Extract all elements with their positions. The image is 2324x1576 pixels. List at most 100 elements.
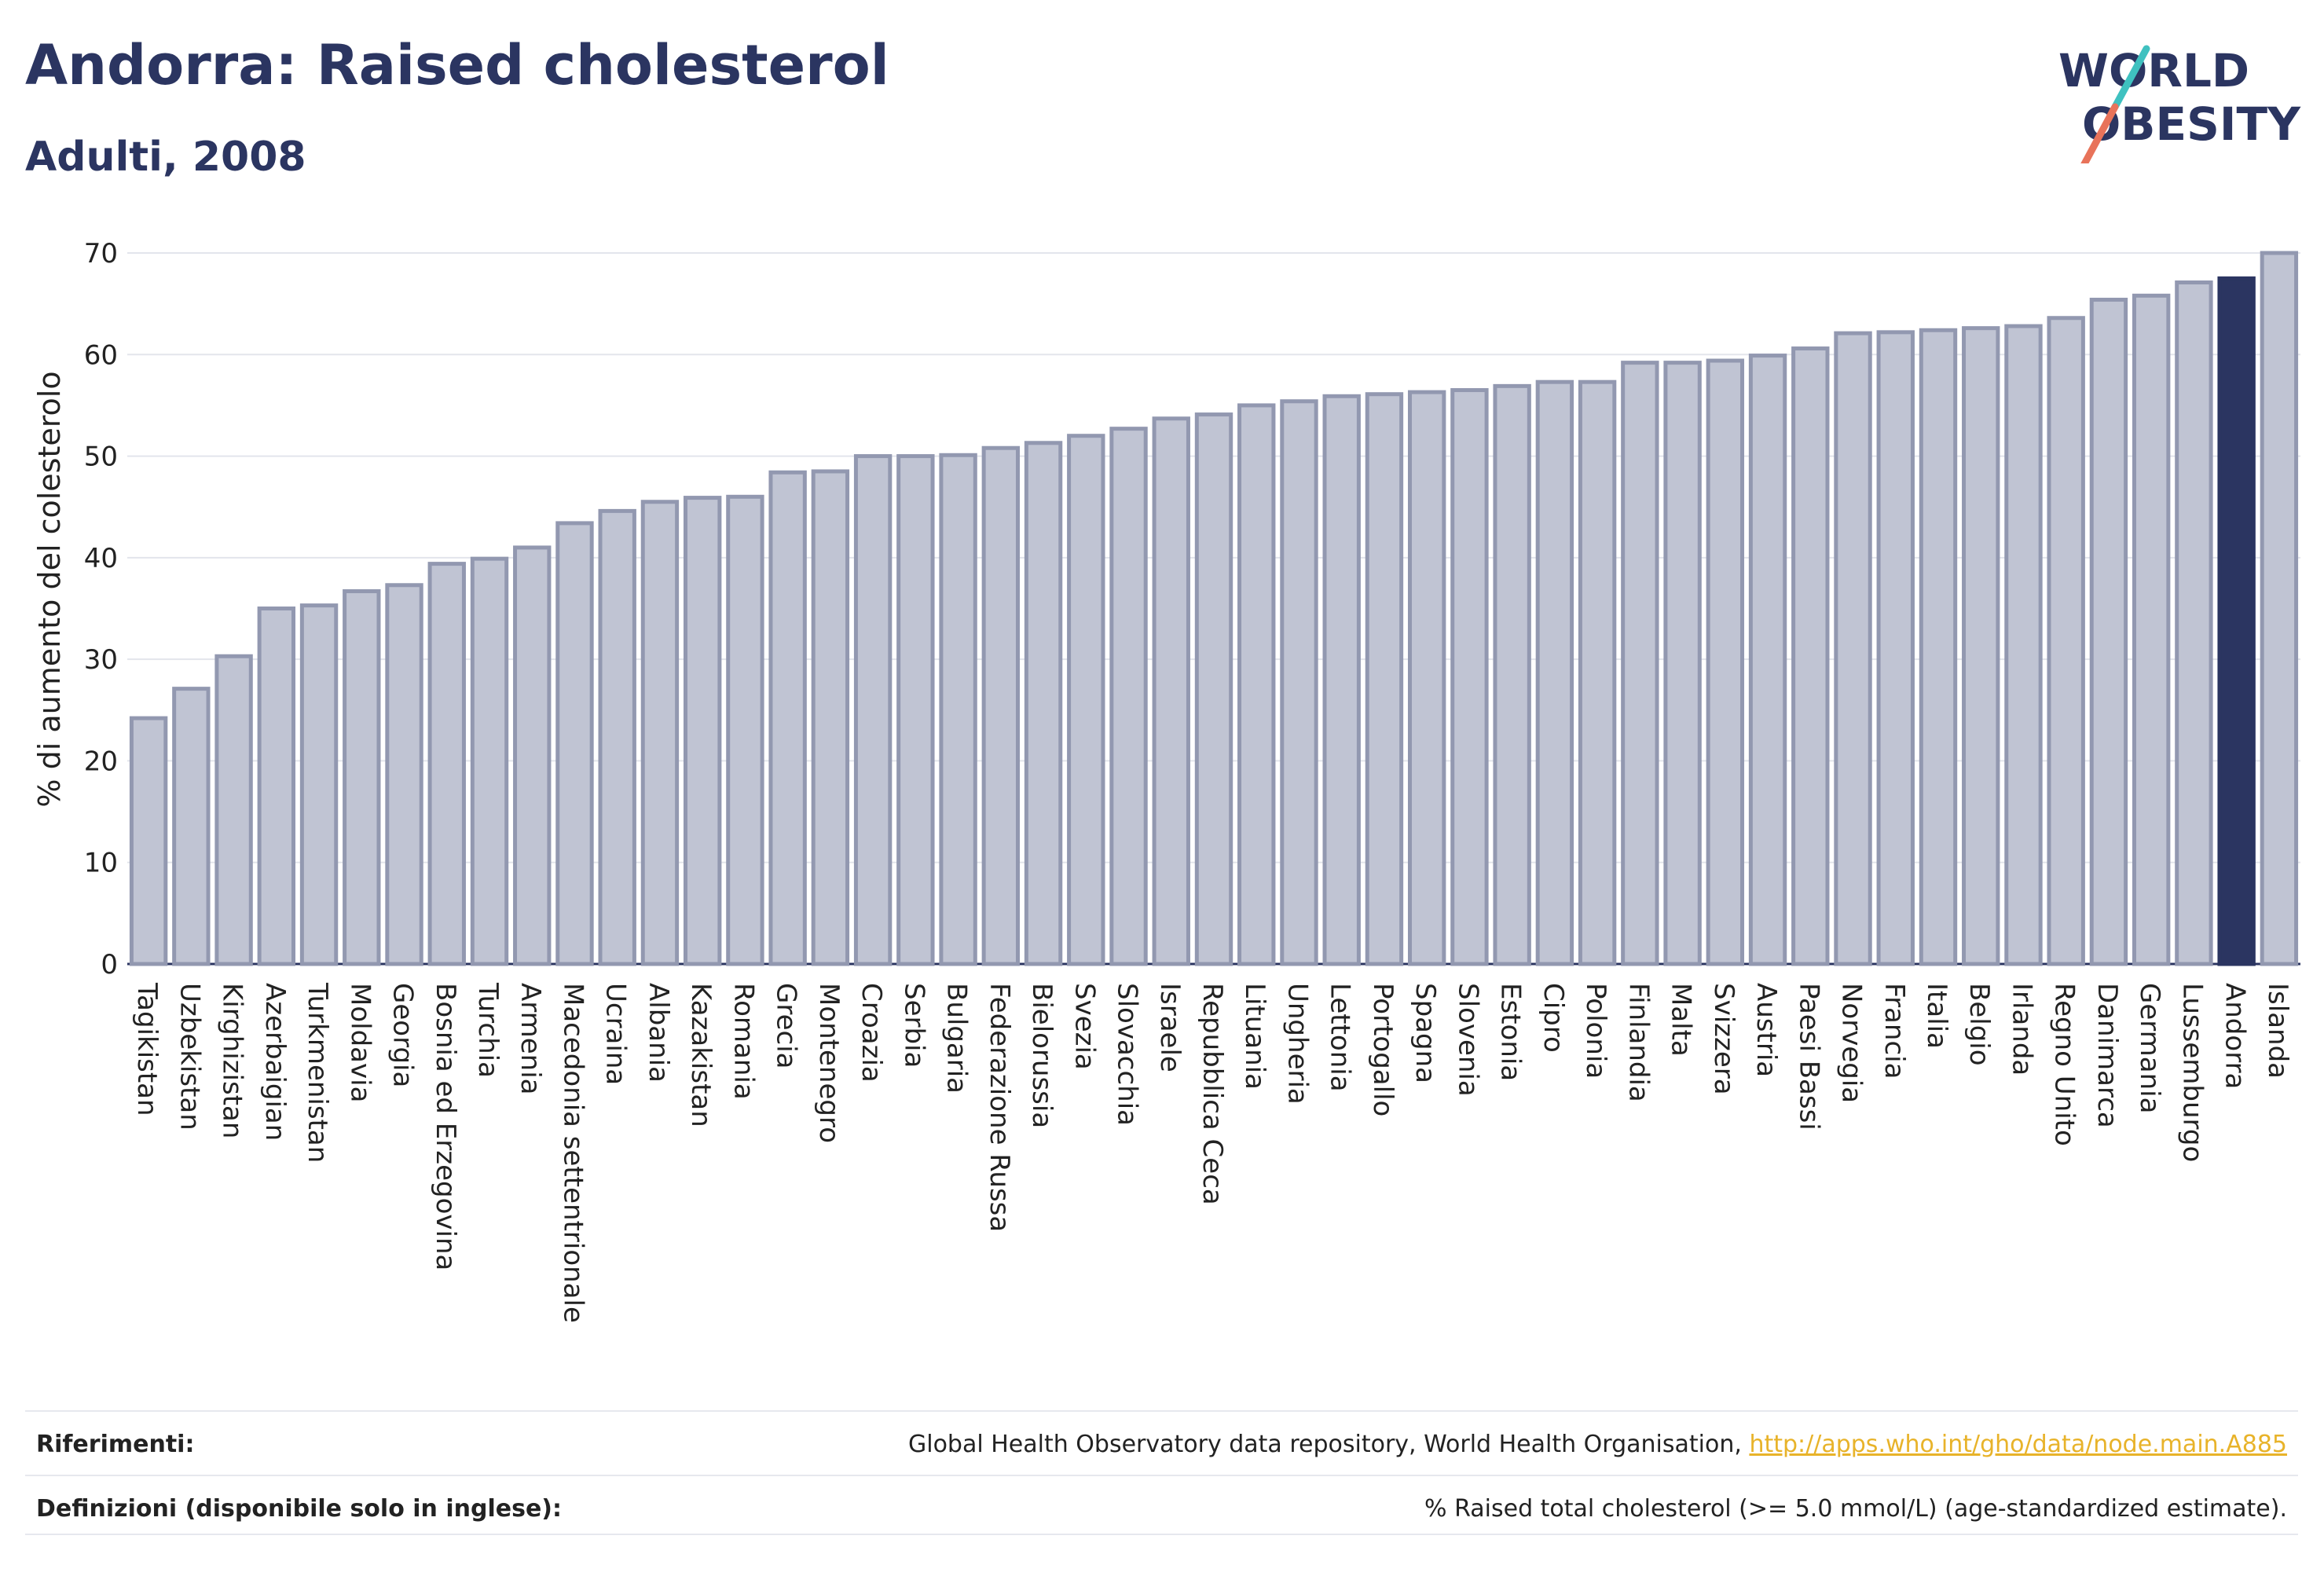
bar-irlanda[interactable] (2004, 324, 2043, 966)
bar-norvegia[interactable] (1834, 331, 1872, 966)
bar-grecia[interactable] (768, 470, 807, 966)
bar-islanda[interactable] (2260, 251, 2299, 966)
bar-moldavia[interactable] (343, 589, 381, 966)
x-tick-label: Bulgaria (941, 983, 973, 1094)
bar-israele[interactable] (1152, 416, 1190, 966)
bar-andorra[interactable] (2217, 276, 2256, 966)
bar-germania[interactable] (2132, 293, 2171, 966)
x-tick-label: Lettonia (1325, 983, 1356, 1092)
x-tick-label: Slovenia (1452, 983, 1483, 1097)
bar-tagikistan[interactable] (129, 716, 168, 966)
y-tick-label: 50 (84, 442, 118, 473)
bar-finlandia[interactable] (1621, 361, 1659, 966)
bar-bulgaria[interactable] (939, 453, 977, 966)
bar-bosnia-ed-erzegovina[interactable] (427, 562, 466, 966)
bar-serbia[interactable] (896, 454, 935, 966)
bar-austria[interactable] (1748, 354, 1787, 966)
y-tick-label: 20 (84, 746, 118, 777)
bar-regno-unito[interactable] (2047, 316, 2085, 966)
x-tick-label: Ungheria (1281, 983, 1313, 1105)
bar-romania[interactable] (726, 494, 764, 966)
x-tick-label: Danimarca (2091, 983, 2123, 1128)
bar-albania[interactable] (640, 500, 680, 966)
world-obesity-logo: WORLD OBESITY (2058, 44, 2301, 163)
bar-armenia[interactable] (513, 545, 552, 966)
references-row: Riferimenti: Global Health Observatory d… (25, 1410, 2298, 1476)
x-tick-label: Svezia (1069, 983, 1100, 1070)
bar-kirghizistan[interactable] (214, 654, 253, 966)
bar-macedonia-settentrionale[interactable] (555, 521, 594, 966)
x-tick-label: Paesi Bassi (1793, 983, 1824, 1131)
x-tick-label: Cipro (1538, 983, 1569, 1053)
bar-lussemburgo[interactable] (2175, 280, 2213, 966)
x-tick-label: Turkmenistan (302, 982, 333, 1163)
x-tick-label: Slovacchia (1112, 983, 1143, 1126)
bar-ucraina[interactable] (598, 508, 636, 966)
bar-federazione-russa[interactable] (981, 445, 1021, 966)
bar-estonia[interactable] (1493, 383, 1531, 966)
references-link[interactable]: http://apps.who.int/gho/data/node.main.A… (1749, 1430, 2287, 1458)
x-tick-label: Bielorussia (1026, 983, 1058, 1128)
bar-slovenia[interactable] (1450, 388, 1489, 966)
bar-bielorussia[interactable] (1024, 441, 1063, 966)
page-subtitle: Adulti, 2008 (25, 134, 306, 181)
page-title: Andorra: Raised cholesterol (25, 33, 889, 97)
x-tick-label: Svizzera (1708, 983, 1739, 1095)
bar-repubblica-ceca[interactable] (1194, 412, 1233, 966)
x-tick-label: Turchia (472, 982, 504, 1078)
definitions-label: Definizioni (disponibile solo in inglese… (36, 1494, 562, 1523)
bar-slovacchia[interactable] (1109, 427, 1148, 966)
x-tick-label: Macedonia settentrionale (557, 983, 588, 1323)
bar-belgio[interactable] (1962, 326, 2000, 966)
bar-turkmenistan[interactable] (299, 603, 339, 966)
x-tick-label: Armenia (515, 983, 546, 1095)
x-tick-label: Italia (1921, 983, 1952, 1049)
bar-danimarca[interactable] (2089, 297, 2128, 966)
x-tick-label: Kirghizistan (217, 983, 248, 1138)
y-tick-label: 40 (84, 543, 118, 574)
y-tick-label: 10 (84, 848, 118, 879)
x-tick-label: Estonia (1495, 983, 1527, 1081)
references-text: Global Health Observatory data repositor… (908, 1430, 1742, 1458)
bar-italia[interactable] (1919, 328, 1958, 966)
bar-azerbaigian[interactable] (257, 607, 296, 966)
bar-turchia[interactable] (470, 556, 509, 966)
x-tick-labels: Tagikistan Uzbekistan Kirghizistan Azerbaig… (131, 982, 2293, 1323)
x-tick-label: Federazione Russa (984, 983, 1015, 1232)
footer-divider (25, 1534, 2298, 1535)
y-tick-labels: 0 10 20 30 40 50 60 70 (84, 238, 118, 980)
bar-georgia[interactable] (385, 583, 423, 966)
x-tick-label: Bosnia ed Erzegovina (430, 983, 461, 1270)
bar-uzbekistan[interactable] (172, 687, 211, 966)
y-tick-label: 30 (84, 644, 118, 676)
bar-croazia[interactable] (853, 454, 893, 966)
bar-spagna[interactable] (1407, 390, 1446, 966)
bar-cipro[interactable] (1535, 379, 1574, 966)
x-tick-label: Irlanda (2006, 983, 2037, 1076)
bar-kazakistan[interactable] (683, 496, 722, 966)
x-tick-label: Azerbaigian (259, 983, 291, 1141)
bar-ungheria[interactable] (1280, 399, 1318, 966)
bar-lituania[interactable] (1237, 403, 1276, 966)
x-tick-label: Croazia (856, 983, 887, 1083)
x-tick-label: Andorra (2220, 983, 2251, 1089)
x-tick-label: Ucraina (600, 983, 632, 1085)
x-tick-label: Polonia (1580, 983, 1611, 1079)
bar-paesi-bassi[interactable] (1791, 346, 1830, 966)
bar-svizzera[interactable] (1706, 358, 1745, 966)
references-label: Riferimenti: (36, 1430, 195, 1458)
bar-montenegro[interactable] (811, 469, 850, 966)
bar-lettonia[interactable] (1322, 394, 1361, 966)
x-tick-label: Austria (1750, 983, 1782, 1077)
x-tick-label: Regno Unito (2049, 983, 2080, 1146)
bar-polonia[interactable] (1578, 379, 1617, 966)
x-tick-label: Romania (728, 983, 759, 1100)
x-tick-label: Grecia (771, 983, 802, 1068)
y-tick-label: 70 (84, 238, 118, 269)
x-tick-label: Moldavia (344, 983, 376, 1102)
bars (129, 251, 2299, 966)
bar-malta[interactable] (1663, 361, 1702, 966)
bar-svezia[interactable] (1067, 434, 1105, 966)
bar-portogallo[interactable] (1365, 392, 1404, 966)
bar-francia[interactable] (1876, 330, 1915, 966)
